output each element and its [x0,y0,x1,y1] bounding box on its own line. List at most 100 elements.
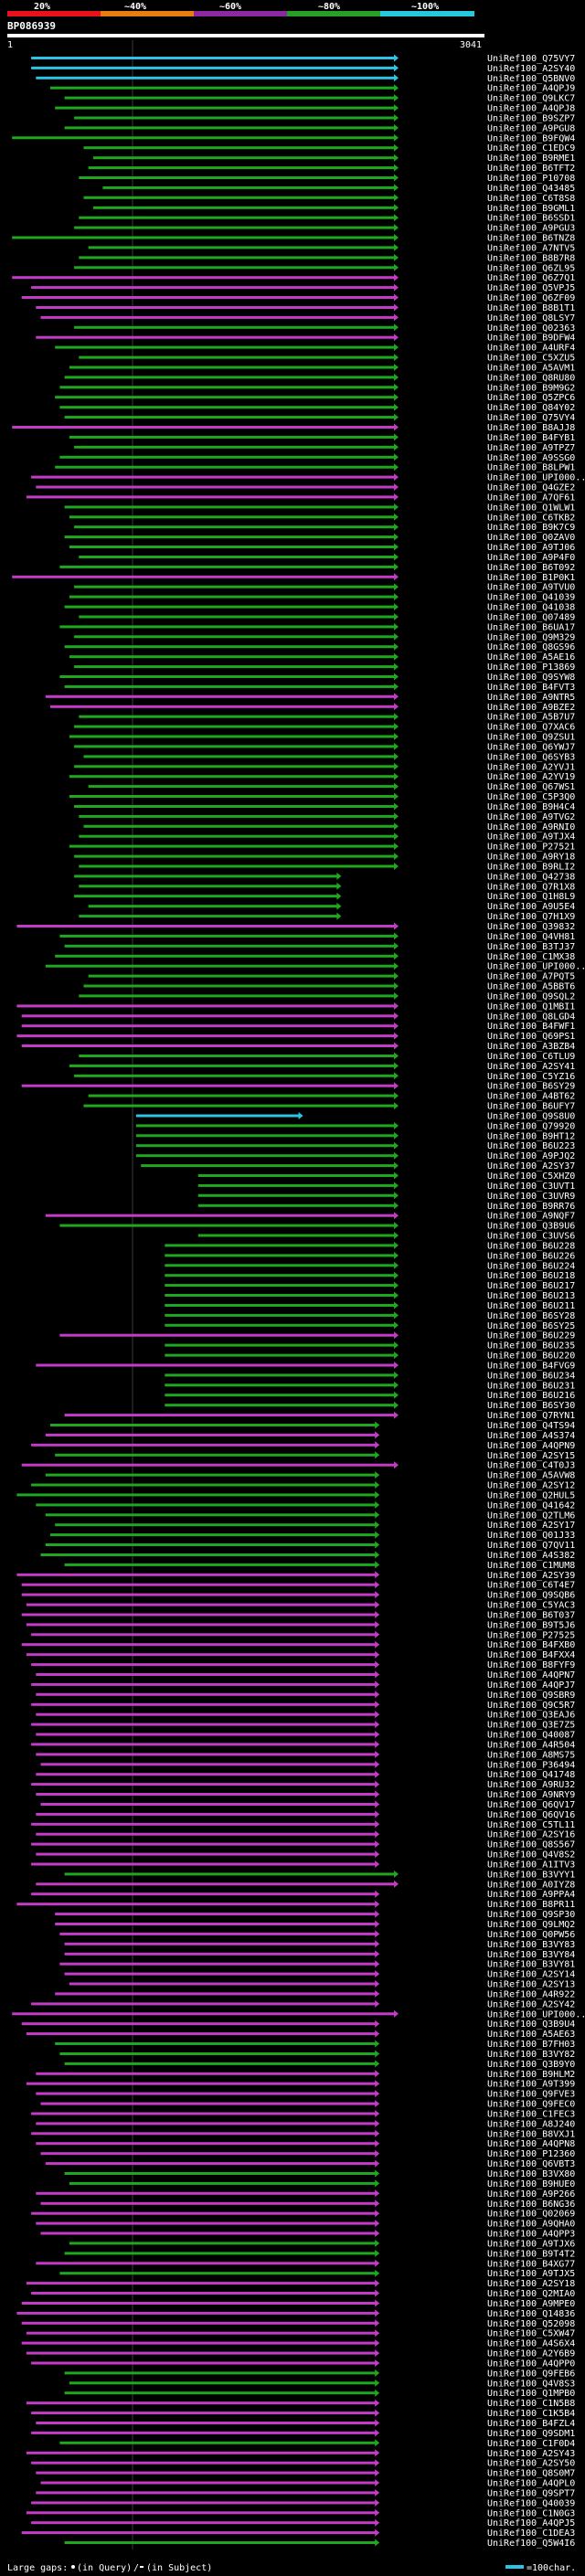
hit-row[interactable]: UniRef100_A2SY15 [55,1451,575,1461]
hit-bar[interactable] [31,286,395,290]
hit-bar[interactable] [36,2072,377,2075]
hit-row[interactable]: UniRef100_C3UVR9 [197,1192,576,1202]
hit-label[interactable]: UniRef100_B6T037 [487,1611,575,1621]
hit-bar[interactable] [21,296,396,299]
hit-bar[interactable] [59,2441,377,2444]
hit-row[interactable]: UniRef100_B6U213 [165,1291,575,1301]
hit-label[interactable]: UniRef100_B4FZL4 [487,2419,575,2429]
hit-label[interactable]: UniRef100_C5TL11 [487,1820,575,1830]
hit-label[interactable]: UniRef100_UPI000... [487,2009,585,2019]
hit-label[interactable]: UniRef100_A9PGU3 [487,224,575,234]
hit-label[interactable]: UniRef100_A9RU32 [487,1780,575,1790]
hit-bar[interactable] [50,86,396,90]
hit-bar[interactable] [83,755,396,758]
hit-bar[interactable] [31,1783,377,1786]
hit-bar[interactable] [69,655,396,659]
hit-label[interactable]: UniRef100_A4R922 [487,1989,575,1999]
hit-row[interactable]: UniRef100_C5P3Q0 [69,792,575,802]
hit-row[interactable]: UniRef100_B6U223 [135,1141,575,1151]
hit-label[interactable]: UniRef100_Q07489 [487,613,575,623]
hit-bar[interactable] [55,1923,377,1925]
hit-bar[interactable] [21,2302,377,2305]
hit-bar[interactable] [55,1913,377,1916]
hit-label[interactable]: UniRef100_A8MS75 [487,1750,575,1760]
hit-row[interactable]: UniRef100_A2SY39 [16,1571,575,1581]
hit-bar[interactable] [165,1373,396,1377]
hit-row[interactable]: UniRef100_A5AE63 [26,2030,575,2040]
hit-row[interactable]: UniRef100_Q79920 [135,1121,575,1131]
hit-bar[interactable] [40,1803,377,1806]
hit-row[interactable]: UniRef100_Q9SBR9 [36,1691,575,1701]
hit-bar[interactable] [88,166,395,170]
hit-label[interactable]: UniRef100_Q79920 [487,1121,575,1131]
hit-label[interactable]: UniRef100_Q5BNV0 [487,74,575,84]
hit-label[interactable]: UniRef100_A9PGU8 [487,123,575,133]
hit-row[interactable]: UniRef100_Q8S567 [31,1840,575,1850]
hit-row[interactable]: UniRef100_Q9SDM1 [31,2429,575,2439]
hit-label[interactable]: UniRef100_B9GML1 [487,204,575,214]
hit-bar[interactable] [26,1653,377,1657]
hit-row[interactable]: UniRef100_A2SY18 [26,2279,575,2289]
hit-label[interactable]: UniRef100_Q0ZAV0 [487,533,575,543]
hit-bar[interactable] [21,1463,396,1467]
hit-row[interactable]: UniRef100_C6TKB2 [69,513,575,523]
hit-row[interactable]: UniRef100_A7PQT5 [88,972,576,982]
hit-label[interactable]: UniRef100_A9T399 [487,2080,575,2090]
hit-label[interactable]: UniRef100_B6U223 [487,1141,575,1151]
hit-bar[interactable] [165,1404,396,1407]
hit-label[interactable]: UniRef100_C1MUM8 [487,1561,575,1571]
hit-bar[interactable] [31,2132,377,2136]
hit-bar[interactable] [197,1174,395,1177]
hit-label[interactable]: UniRef100_C1FEC3 [487,2110,575,2120]
hit-bar[interactable] [64,1942,377,1945]
hit-label[interactable]: UniRef100_B8AJJ8 [487,423,575,433]
hit-bar[interactable] [36,2122,377,2125]
hit-label[interactable]: UniRef100_A0IYZ8 [487,1880,575,1890]
hit-row[interactable]: UniRef100_A7NTV5 [88,243,576,253]
hit-label[interactable]: UniRef100_Q01J33 [487,1531,575,1541]
hit-bar[interactable] [69,2181,377,2185]
hit-bar[interactable] [21,1014,396,1018]
hit-bar[interactable] [31,1663,377,1667]
hit-bar[interactable] [21,2531,377,2535]
hit-label[interactable]: UniRef100_B6U213 [487,1291,575,1301]
hit-label[interactable]: UniRef100_B6T092 [487,563,575,573]
hit-label[interactable]: UniRef100_A2SY14 [487,1970,575,1980]
hit-bar[interactable] [21,1593,377,1596]
hit-label[interactable]: UniRef100_C5XHZ0 [487,1171,575,1182]
hit-row[interactable]: UniRef100_A9NRY9 [36,1790,575,1800]
hit-row[interactable]: UniRef100_Q5ZPC6 [55,393,575,403]
hit-row[interactable]: UniRef100_B6SSD1 [79,214,575,224]
hit-label[interactable]: UniRef100_UPI000... [487,962,585,972]
hit-bar[interactable] [31,2292,377,2295]
hit-row[interactable]: UniRef100_A2SY50 [31,2459,575,2469]
hit-label[interactable]: UniRef100_B4FYB1 [487,433,575,443]
hit-row[interactable]: UniRef100_A2SY43 [26,2449,575,2459]
hit-label[interactable]: UniRef100_Q6SYB3 [487,752,575,762]
hit-label[interactable]: UniRef100_C6TKB2 [487,513,575,523]
hit-bar[interactable] [74,525,396,529]
hit-bar[interactable] [31,57,395,59]
hit-label[interactable]: UniRef100_Q9ZSU1 [487,733,575,743]
hit-bar[interactable] [45,1513,377,1517]
hit-row[interactable]: UniRef100_B9GML1 [93,204,575,214]
hit-row[interactable]: UniRef100_A4S374 [45,1431,576,1441]
hit-bar[interactable] [16,1004,396,1008]
hit-bar[interactable] [83,196,396,199]
hit-row[interactable]: UniRef100_B6U217 [165,1281,575,1291]
hit-bar[interactable] [165,1313,396,1317]
hit-bar[interactable] [31,2521,377,2525]
hit-row[interactable]: UniRef100_Q7R1X8 [79,882,575,892]
hit-bar[interactable] [64,376,395,379]
hit-label[interactable]: UniRef100_Q41039 [487,593,575,603]
hit-label[interactable]: UniRef100_Q8GS96 [487,642,575,652]
hit-label[interactable]: UniRef100_Q8S567 [487,1840,575,1850]
hit-label[interactable]: UniRef100_A7PQT5 [487,972,575,982]
hit-bar[interactable] [74,1074,396,1077]
hit-label[interactable]: UniRef100_B6U235 [487,1341,575,1352]
hit-label[interactable]: UniRef100_B9HUE0 [487,2179,575,2189]
hit-bar[interactable] [165,1353,396,1357]
hit-label[interactable]: UniRef100_B6U211 [487,1301,575,1311]
hit-bar[interactable] [21,2321,377,2325]
hit-bar[interactable] [31,2412,377,2415]
